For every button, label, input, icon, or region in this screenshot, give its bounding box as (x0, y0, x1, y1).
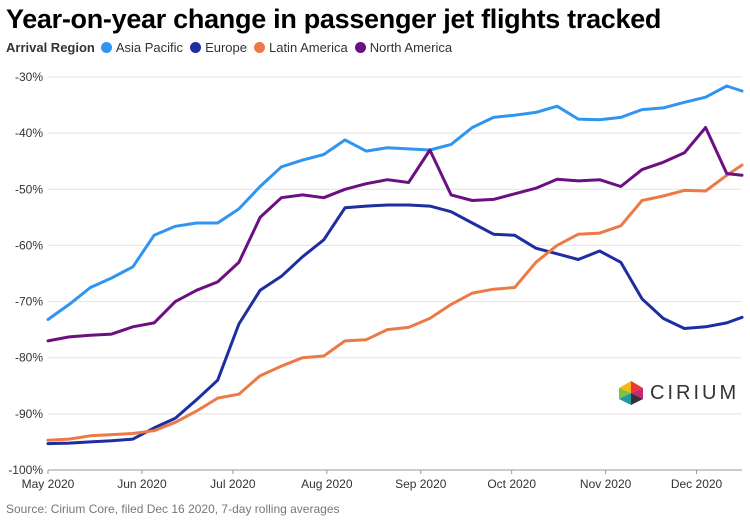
x-tick-label-0: May 2020 (22, 477, 75, 491)
x-tick-label-2: Jul 2020 (210, 477, 256, 491)
legend-item-north-america[interactable]: North America (354, 40, 453, 55)
legend-label-europe: Europe (205, 40, 247, 55)
series-line-latin-america[interactable] (46, 163, 744, 442)
legend-label-latin-america: Latin America (268, 40, 348, 55)
x-axis-ticks: May 2020 Jun 2020 Jul 2020 Aug 2020 Sep 2020… (22, 470, 723, 491)
y-tick-label-2: -50% (15, 182, 43, 196)
series-line-asia-pacific[interactable] (46, 84, 744, 321)
y-tick-label-4: -70% (15, 295, 43, 309)
y-tick-label-7: -100% (8, 463, 43, 477)
x-tick-label-5: Oct 2020 (487, 477, 536, 491)
legend-swatch-asia-pacific (100, 42, 112, 53)
y-tick-label-0: -30% (15, 70, 43, 84)
legend-swatch-latin-america (253, 42, 265, 53)
x-tick-label-4: Sep 2020 (395, 477, 447, 491)
y-tick-label-5: -80% (15, 351, 43, 365)
legend-swatch-north-america (354, 42, 366, 53)
source-note: Source: Cirium Core, filed Dec 16 2020, … (6, 502, 340, 516)
cirium-logo-text: CIRIUM (650, 381, 740, 404)
legend: Arrival Region Asia Pacific Europe Latin… (6, 40, 459, 55)
series-line-north-america[interactable] (46, 126, 744, 343)
legend-item-latin-america[interactable]: Latin America (253, 40, 348, 55)
cirium-logo: CIRIUM (618, 380, 739, 406)
series-line-europe[interactable] (46, 203, 744, 446)
legend-swatch-europe (190, 42, 202, 53)
x-tick-label-7: Dec 2020 (671, 477, 723, 491)
legend-label-north-america: North America (369, 40, 453, 55)
x-tick-label-3: Aug 2020 (301, 477, 353, 491)
series-lines (46, 84, 744, 446)
chart-title: Year-on-year change in passenger jet fli… (6, 4, 662, 34)
x-tick-label-6: Nov 2020 (580, 477, 632, 491)
y-tick-label-6: -90% (15, 407, 43, 421)
y-axis-ticks: -30% -40% -50% -60% -70% -80% -90% -100% (8, 70, 43, 477)
x-tick-label-1: Jun 2020 (117, 477, 167, 491)
grid-lines (48, 76, 742, 471)
cirium-logo-icon (619, 381, 643, 405)
legend-label-asia-pacific: Asia Pacific (115, 40, 184, 55)
y-tick-label-1: -40% (15, 126, 43, 140)
legend-item-asia-pacific[interactable]: Asia Pacific (100, 40, 184, 55)
legend-title: Arrival Region (6, 40, 95, 55)
legend-item-europe[interactable]: Europe (190, 40, 247, 55)
y-tick-label-3: -60% (15, 238, 43, 252)
